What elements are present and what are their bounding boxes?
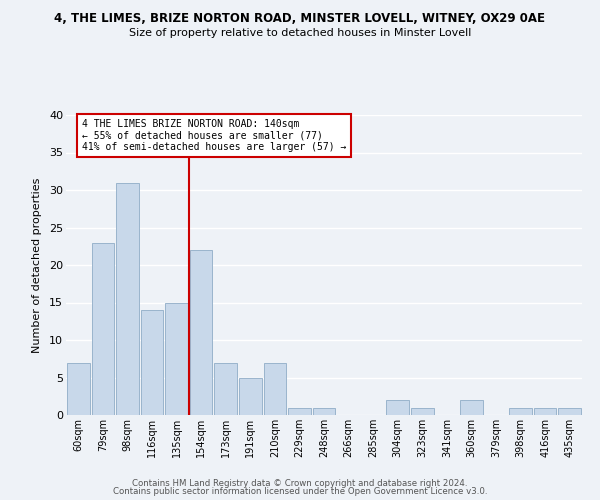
Bar [460,400,483,415]
Bar [239,378,262,415]
Bar [140,310,163,415]
Bar [509,408,532,415]
Bar [559,408,581,415]
Bar [165,302,188,415]
Text: Contains HM Land Registry data © Crown copyright and database right 2024.: Contains HM Land Registry data © Crown c… [132,478,468,488]
Bar [534,408,556,415]
Bar [116,182,139,415]
Bar [67,362,89,415]
Text: Contains public sector information licensed under the Open Government Licence v3: Contains public sector information licen… [113,487,487,496]
Text: 4 THE LIMES BRIZE NORTON ROAD: 140sqm
← 55% of detached houses are smaller (77)
: 4 THE LIMES BRIZE NORTON ROAD: 140sqm ← … [82,118,346,152]
Bar [214,362,237,415]
Bar [190,250,212,415]
Text: Size of property relative to detached houses in Minster Lovell: Size of property relative to detached ho… [129,28,471,38]
Text: 4, THE LIMES, BRIZE NORTON ROAD, MINSTER LOVELL, WITNEY, OX29 0AE: 4, THE LIMES, BRIZE NORTON ROAD, MINSTER… [55,12,545,26]
Bar [313,408,335,415]
Bar [263,362,286,415]
Bar [386,400,409,415]
Bar [411,408,434,415]
Bar [288,408,311,415]
Y-axis label: Number of detached properties: Number of detached properties [32,178,42,352]
Bar [92,242,114,415]
